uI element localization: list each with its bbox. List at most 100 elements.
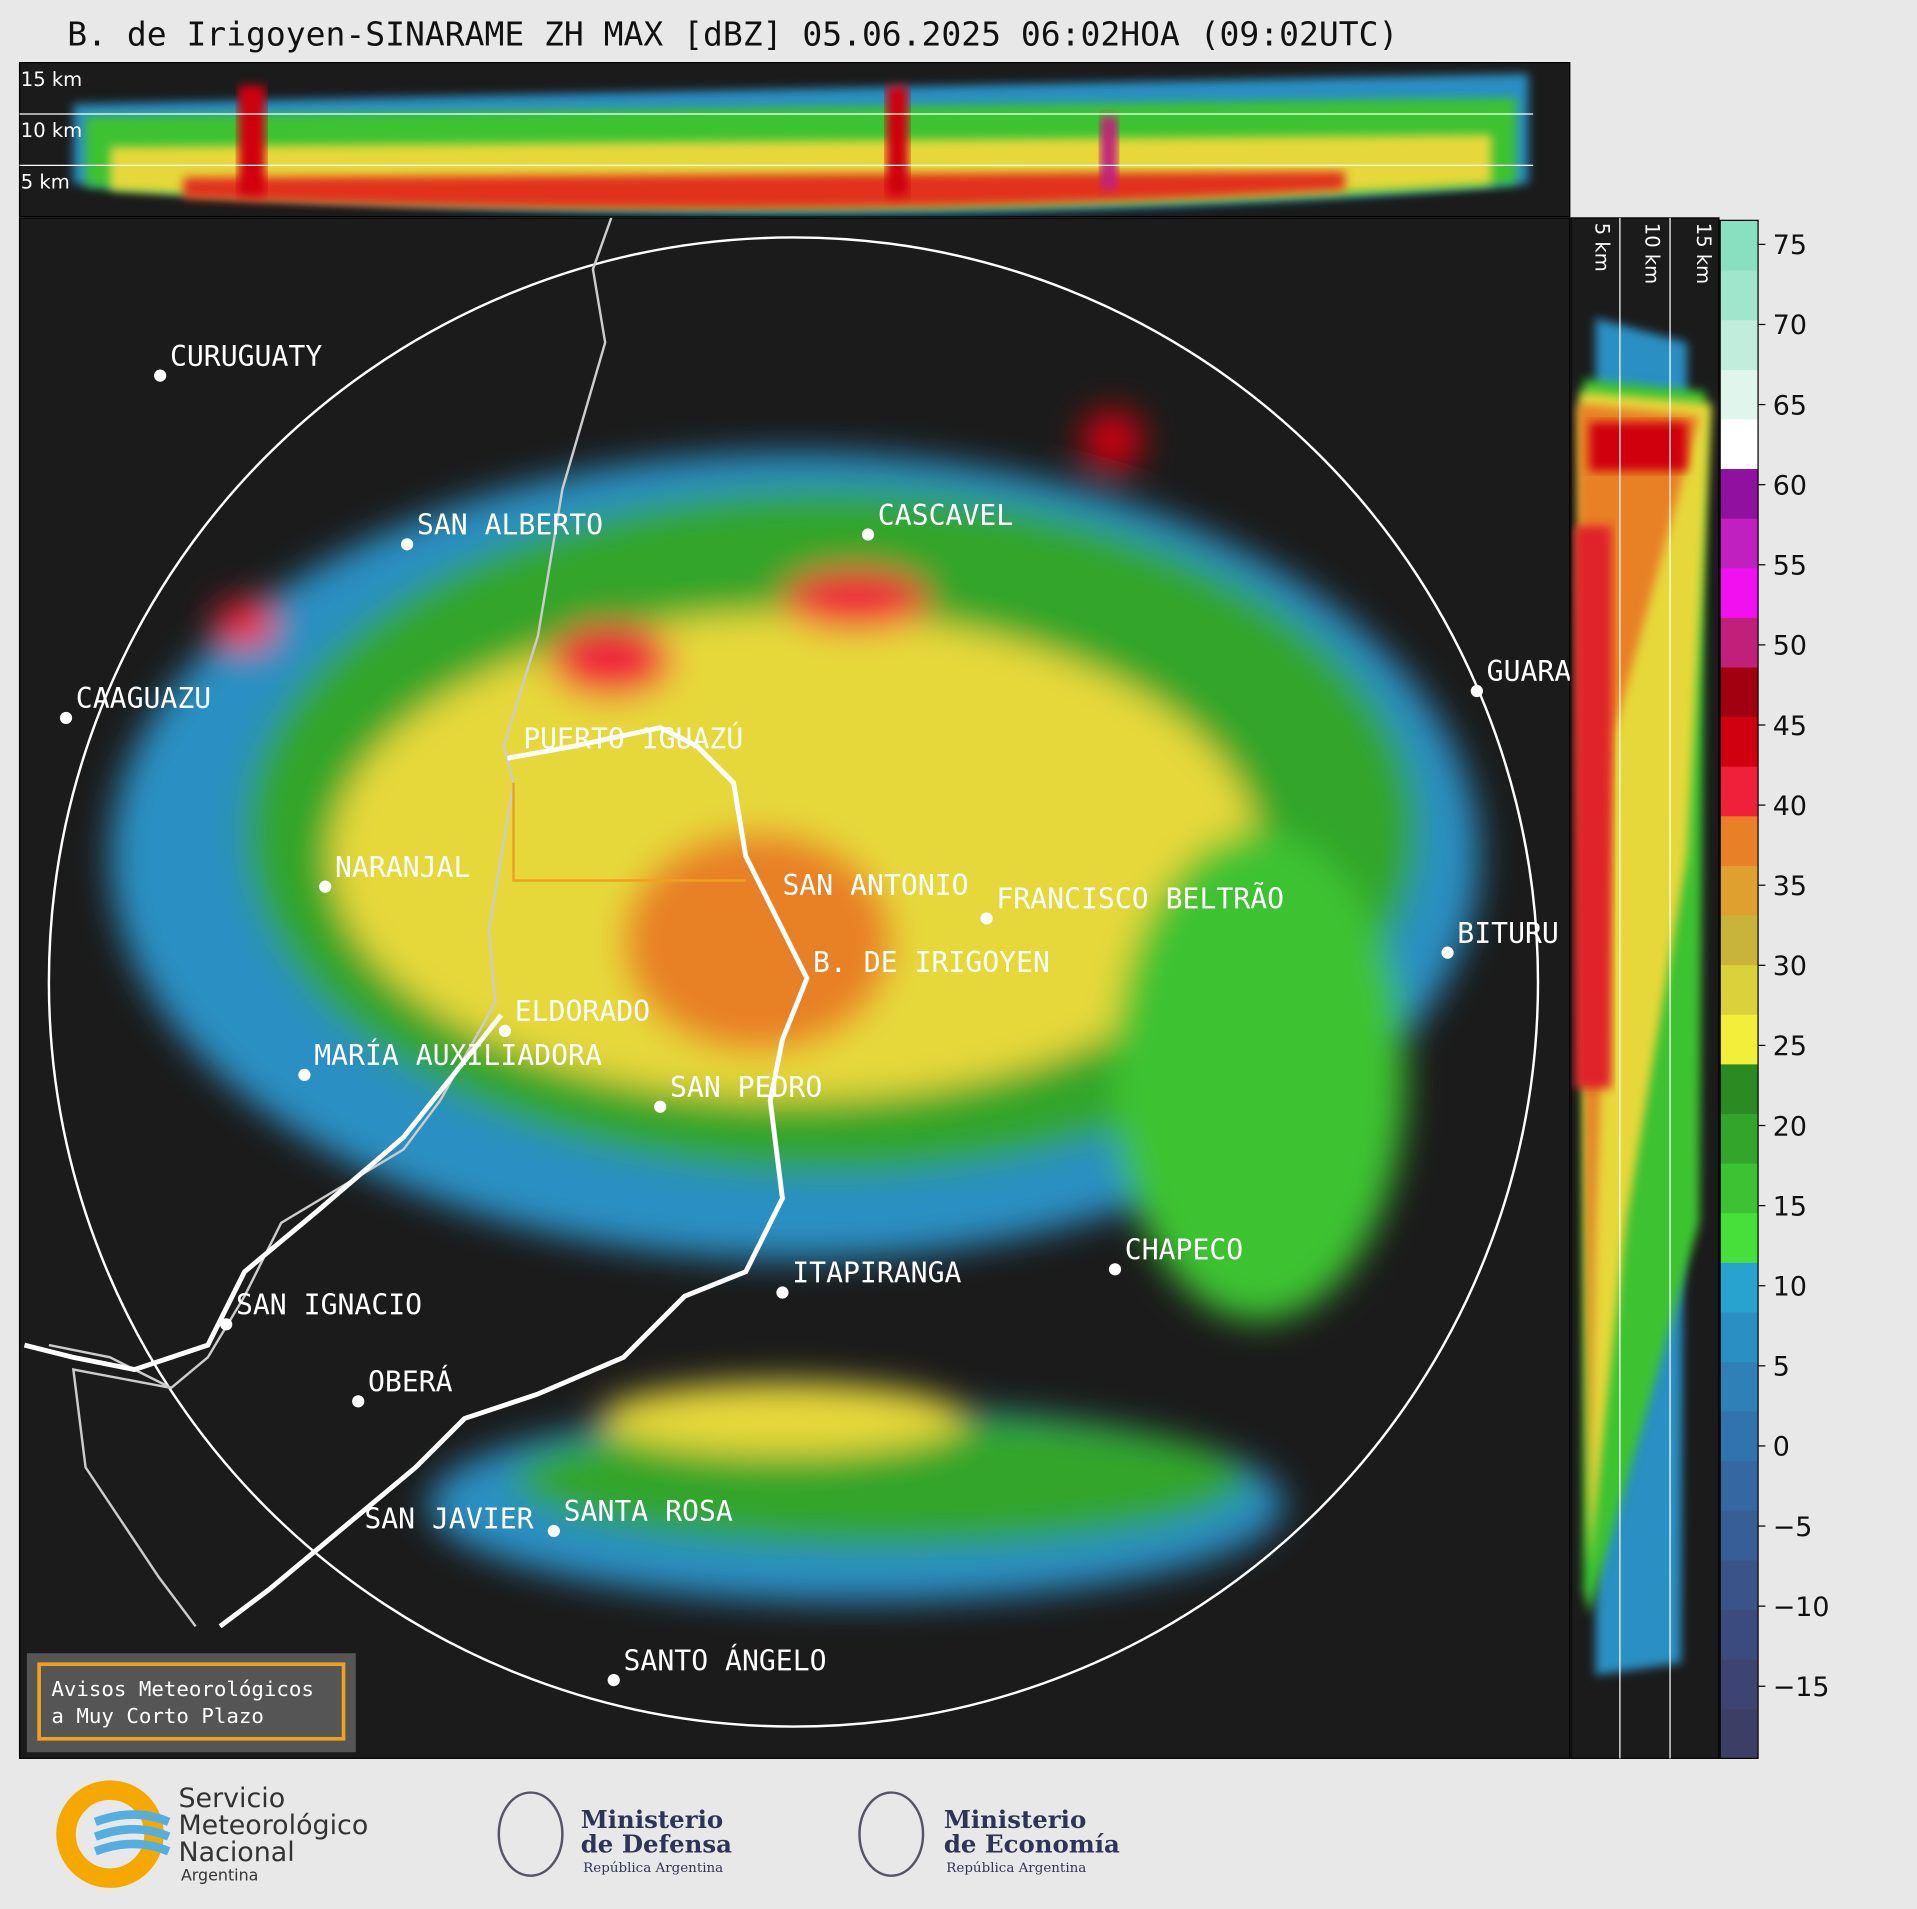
city-label: SANTA ROSA: [564, 1495, 733, 1528]
city-dot: [352, 1395, 365, 1408]
city-label: ELDORADO: [515, 995, 650, 1028]
city-dot: [1441, 946, 1454, 959]
colorbar-label: −5: [1773, 1512, 1813, 1543]
colorbar-label: 40: [1773, 791, 1807, 822]
city-label: NARANJAL: [335, 851, 470, 884]
colorbar-band: [1720, 1510, 1759, 1561]
colorbar-band: [1720, 1708, 1759, 1759]
city-dot: [980, 912, 993, 925]
city-label: SAN IGNACIO: [236, 1289, 422, 1322]
colorbar-label: 20: [1773, 1111, 1807, 1142]
colorbar-band: [1720, 518, 1759, 569]
colorbar-band: [1720, 1063, 1759, 1114]
colorbar-band: [1720, 1609, 1759, 1660]
height-label: 15 km: [1692, 223, 1715, 284]
city-label: SANTO ÁNGELO: [624, 1643, 827, 1677]
colorbar-band: [1720, 1411, 1759, 1462]
colorbar-band: [1720, 716, 1759, 767]
city-label: CASCAVEL: [878, 499, 1013, 532]
colorbar-band: [1720, 1559, 1759, 1611]
colorbar-band: [1720, 418, 1759, 470]
city-label: BITURU: [1457, 917, 1559, 950]
city-label: SAN ANTONIO: [782, 869, 968, 902]
logo-text: Argentina: [181, 1866, 258, 1885]
colorbar-band: [1720, 319, 1759, 370]
logo-text: República Argentina: [583, 1861, 723, 1876]
colorbar-label: 15: [1773, 1191, 1807, 1222]
city-dot: [298, 1068, 311, 1082]
title: B. de Irigoyen-SINARAME ZH MAX [dBZ] 05.…: [67, 15, 1398, 54]
city-dot: [776, 1286, 789, 1299]
logo-text: Meteorológico: [178, 1810, 368, 1841]
coat-of-arms: [497, 1791, 925, 1877]
city-dot: [220, 1318, 233, 1331]
city-label: SAN ALBERTO: [417, 509, 603, 542]
city-dot: [59, 711, 73, 725]
logo-text: Ministerio: [581, 1805, 723, 1834]
colorbar-label: 55: [1773, 551, 1807, 582]
city-label: CURUGUATY: [170, 340, 322, 373]
colorbar-label: 70: [1773, 310, 1807, 341]
city-dot: [654, 1100, 667, 1113]
city-label: SAN JAVIER: [364, 1502, 533, 1535]
colorbar-band: [1720, 1311, 1759, 1363]
city-dot: [607, 1673, 620, 1687]
colorbar-band: [1720, 1162, 1759, 1214]
city-label: GUARA: [1487, 655, 1572, 688]
colorbar-label: 5: [1773, 1352, 1790, 1383]
city-dot: [319, 880, 332, 893]
height-label: 5 km: [1590, 223, 1613, 272]
colorbar-band: [1720, 1659, 1759, 1710]
colorbar-band: [1720, 1113, 1759, 1164]
city-label: OBERÁ: [368, 1365, 453, 1399]
colorbar-band: [1720, 269, 1759, 321]
colorbar-band: [1720, 369, 1759, 420]
logo-text: República Argentina: [946, 1861, 1086, 1876]
top-echo: [73, 73, 1529, 215]
city-label: MARÍA AUXILIADORA: [314, 1038, 602, 1072]
colorbar-band: [1720, 220, 1759, 271]
city-label: CHAPECO: [1125, 1234, 1243, 1267]
colorbar-band: [1720, 766, 1759, 817]
colorbar-label: 75: [1773, 230, 1807, 261]
colorbar-label: 50: [1773, 631, 1807, 662]
city-dot: [154, 369, 167, 382]
colorbar-label: 25: [1773, 1031, 1807, 1062]
colorbar-label: −10: [1773, 1592, 1830, 1623]
colorbar-label: 30: [1773, 951, 1807, 982]
side-echo: [1574, 318, 1712, 1676]
colorbar-band: [1720, 1460, 1759, 1511]
colorbar-band: [1720, 1361, 1759, 1412]
colorbar-band: [1720, 666, 1759, 718]
city-dot: [498, 1024, 512, 1038]
colorbar-label: 0: [1773, 1432, 1790, 1463]
city-label: B. DE IRIGOYEN: [813, 946, 1050, 979]
colorbar-label: 45: [1773, 711, 1807, 742]
colorbar-band: [1720, 1212, 1759, 1263]
logo-text: de Economía: [944, 1829, 1120, 1858]
notice-text: Avisos Meteorológicos: [51, 1677, 314, 1701]
notice-text: a Muy Corto Plazo: [51, 1704, 264, 1728]
colorbar-label: 65: [1773, 390, 1807, 421]
colorbar-label: 35: [1773, 871, 1807, 902]
border: [512, 782, 746, 882]
city-dot: [1470, 684, 1483, 698]
city-dot: [547, 1524, 560, 1538]
logo-text: Nacional: [178, 1837, 294, 1868]
city-label: SAN PEDRO: [670, 1071, 822, 1104]
height-label: 10 km: [1641, 223, 1664, 284]
colorbar-frame: [1719, 219, 1759, 1759]
colorbar-band: [1720, 567, 1759, 618]
city-label: ITAPIRANGA: [792, 1257, 961, 1290]
city-label: CAAGUAZU: [76, 682, 211, 715]
notice-border: [37, 1662, 346, 1741]
colorbar-band: [1720, 914, 1759, 966]
colorbar-band: [1720, 1014, 1759, 1065]
height-label: 15 km: [21, 68, 82, 91]
smn-logo: [56, 1780, 171, 1888]
height-label: 10 km: [21, 119, 82, 142]
city-label: FRANCISCO BELTRÃO: [996, 883, 1284, 916]
map-echo: CURUGUATY SAN ALBERTO CASCAVEL GUARA CAAGUAZ…: [23, 217, 1572, 1728]
